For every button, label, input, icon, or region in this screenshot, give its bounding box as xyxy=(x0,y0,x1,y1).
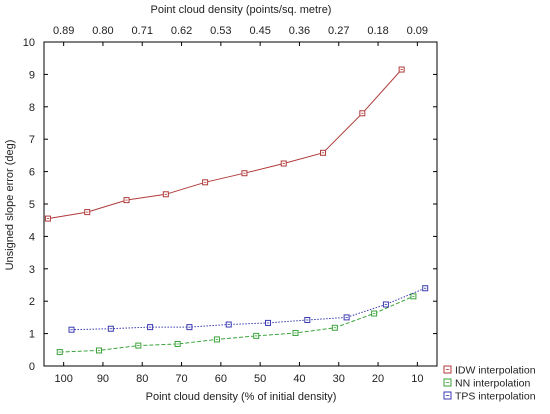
legend-item: TPS interpolation xyxy=(443,391,536,403)
x-tick-label: 70 xyxy=(175,373,187,385)
y-tick-label: 2 xyxy=(29,296,35,308)
top-tick-label: 0.27 xyxy=(328,25,349,37)
y-tick-label: 4 xyxy=(29,231,35,243)
series-3 xyxy=(68,285,429,333)
y-tick-label: 3 xyxy=(29,264,35,276)
y-tick-label: 0 xyxy=(29,361,35,373)
x-tick-label: 80 xyxy=(136,373,148,385)
y-tick-label: 7 xyxy=(29,134,35,146)
x-tick-label: 100 xyxy=(54,373,72,385)
series-1 xyxy=(44,66,405,222)
y-tick-label: 1 xyxy=(29,329,35,341)
top-tick-label: 0.89 xyxy=(53,25,74,37)
legend-item: NN interpolation xyxy=(443,378,530,390)
y-tick-label: 6 xyxy=(29,167,35,179)
x-tick-label: 50 xyxy=(254,373,266,385)
series-line xyxy=(59,295,414,353)
y-tick-label: 5 xyxy=(29,199,35,211)
top-tick-label: 0.71 xyxy=(132,25,153,37)
legend-label: TPS interpolation xyxy=(455,391,536,403)
top-tick-label: 0.45 xyxy=(249,25,270,37)
y-tick-label: 8 xyxy=(29,102,35,114)
top-tick-label: 0.18 xyxy=(367,25,388,37)
x-tick-label: 30 xyxy=(333,373,345,385)
x-tick-label: 20 xyxy=(372,373,384,385)
series-line xyxy=(47,69,402,220)
legend-label: IDW interpolation xyxy=(455,365,536,377)
y-tick-label: 9 xyxy=(29,69,35,81)
plot-frame xyxy=(43,41,438,367)
x-tick-label: 40 xyxy=(293,373,305,385)
top-tick-label: 0.53 xyxy=(210,25,231,37)
top-tick-label: 0.36 xyxy=(289,25,310,37)
legend-item: IDW interpolation xyxy=(443,365,536,377)
x-tick-label: 60 xyxy=(215,373,227,385)
x-tick-label: 90 xyxy=(97,373,109,385)
legend-label: NN interpolation xyxy=(455,378,530,390)
x-axis-title: Point cloud density (% of initial densit… xyxy=(146,391,337,403)
y-tick-label: 10 xyxy=(23,37,35,49)
top-tick-label: 0.62 xyxy=(171,25,192,37)
top-tick-label: 0.80 xyxy=(92,25,113,37)
series-line xyxy=(71,287,426,331)
top-tick-label: 0.09 xyxy=(407,25,428,37)
y-axis-title: Unsigned slope error (deg) xyxy=(4,140,16,271)
series-2 xyxy=(56,293,417,356)
x-tick-label: 10 xyxy=(411,373,423,385)
top-axis-title: Point cloud density (points/sq. metre) xyxy=(151,4,332,16)
